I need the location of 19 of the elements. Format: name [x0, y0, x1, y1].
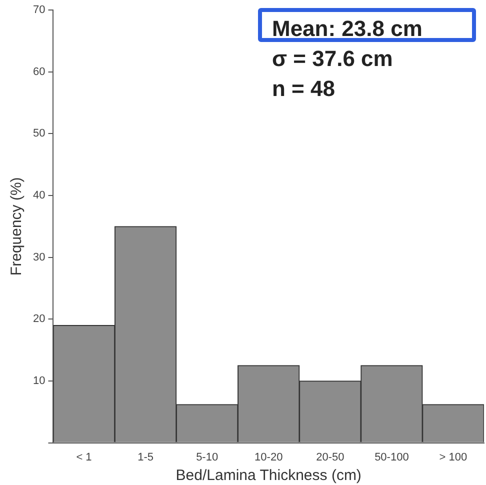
x-tick-label: 1-5	[138, 451, 154, 464]
y-tick-label: 40	[32, 190, 46, 202]
x-tick-label: 5-10	[196, 451, 218, 464]
annotation: σ = 37.6 cm	[271, 45, 394, 73]
x-axis-title: Bed/Lamina Thickness (cm)	[176, 467, 362, 484]
y-tick-label: 70	[32, 4, 46, 16]
y-tick-label: 20	[32, 313, 46, 326]
x-tick-label: 50-100	[374, 451, 409, 464]
y-tick-label: 50	[32, 128, 46, 140]
x-tick-label: < 1	[76, 451, 92, 464]
x-tick-label: > 100	[439, 451, 468, 464]
y-tick-label: 30	[32, 251, 46, 264]
x-tick-label: 20-50	[316, 451, 344, 464]
y-tick-label: 10	[32, 375, 46, 388]
annotation: n = 48	[271, 75, 336, 103]
annotation: Mean: 23.8 cm	[271, 15, 424, 43]
x-tick-label: 10-20	[254, 451, 283, 464]
y-tick-label: 60	[32, 66, 46, 78]
y-axis-title: Frequency (%)	[8, 177, 26, 276]
